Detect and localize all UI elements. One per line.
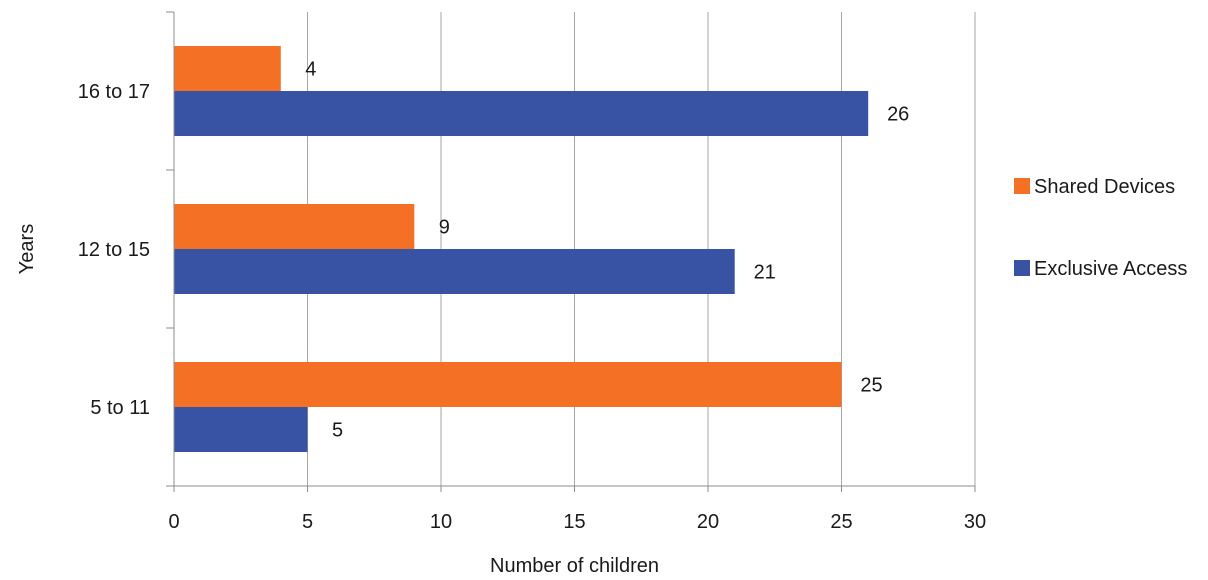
data-label: 9 [439, 217, 450, 239]
axes [166, 11, 976, 492]
data-label: 5 [332, 420, 343, 442]
x-axis-title: Number of children [490, 555, 659, 577]
bar-exclusive-access [174, 91, 869, 136]
bar-exclusive-access [174, 407, 308, 452]
data-label: 25 [860, 375, 882, 397]
data-label: 4 [305, 59, 316, 81]
x-tick-label: 25 [830, 511, 852, 533]
x-tick-label: 10 [430, 511, 452, 533]
legend-swatch [1014, 260, 1030, 276]
legend-label: Exclusive Access [1034, 258, 1187, 280]
x-tick-label: 0 [168, 511, 179, 533]
bar-exclusive-access [174, 249, 735, 294]
bar-shared-devices [174, 46, 281, 91]
data-label: 26 [887, 104, 909, 126]
x-tick-label: 15 [563, 511, 585, 533]
legend-label: Shared Devices [1034, 176, 1175, 198]
y-category-label: 12 to 15 [78, 239, 150, 261]
y-category-label: 5 to 11 [90, 397, 150, 419]
y-category-label: 16 to 17 [78, 81, 150, 103]
bars [174, 46, 869, 452]
legend-swatch [1014, 178, 1030, 194]
x-tick-label: 20 [697, 511, 719, 533]
labels: 0 5 10 15 20 25 30 16 to 17 4 26 12 to 15 9 21 5 to 1… [78, 59, 986, 534]
data-label: 21 [754, 262, 776, 284]
y-axis-title: Years [16, 224, 38, 274]
legend: Shared Devices Exclusive Access [1014, 176, 1187, 280]
bar-shared-devices [174, 362, 842, 407]
bar-shared-devices [174, 204, 415, 249]
x-tick-label: 5 [302, 511, 313, 533]
x-tick-label: 30 [964, 511, 986, 533]
